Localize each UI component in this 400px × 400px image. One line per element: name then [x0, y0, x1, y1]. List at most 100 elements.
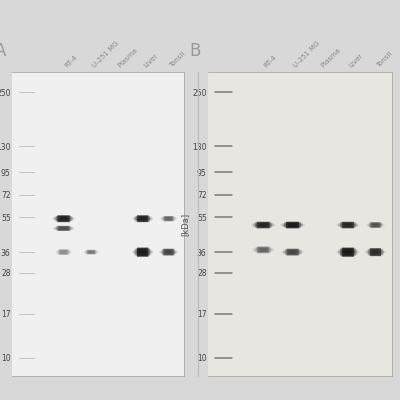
FancyBboxPatch shape	[283, 250, 302, 254]
FancyBboxPatch shape	[83, 252, 99, 253]
Text: Plasma: Plasma	[117, 47, 139, 69]
FancyBboxPatch shape	[368, 249, 382, 255]
FancyBboxPatch shape	[138, 248, 147, 256]
FancyBboxPatch shape	[282, 223, 303, 227]
FancyBboxPatch shape	[370, 222, 380, 228]
FancyBboxPatch shape	[286, 222, 299, 228]
FancyBboxPatch shape	[337, 224, 359, 226]
FancyBboxPatch shape	[88, 250, 94, 254]
FancyBboxPatch shape	[165, 216, 172, 221]
FancyBboxPatch shape	[286, 249, 299, 256]
FancyBboxPatch shape	[252, 249, 274, 251]
FancyBboxPatch shape	[136, 216, 150, 222]
FancyBboxPatch shape	[140, 250, 145, 255]
FancyBboxPatch shape	[344, 222, 352, 228]
FancyBboxPatch shape	[255, 222, 272, 228]
FancyBboxPatch shape	[55, 251, 72, 253]
FancyBboxPatch shape	[342, 248, 354, 257]
FancyBboxPatch shape	[132, 218, 153, 220]
FancyBboxPatch shape	[87, 250, 95, 254]
Text: RT-4: RT-4	[64, 54, 78, 69]
FancyBboxPatch shape	[342, 222, 354, 228]
FancyBboxPatch shape	[290, 250, 295, 254]
FancyBboxPatch shape	[61, 227, 66, 230]
FancyBboxPatch shape	[166, 250, 171, 254]
FancyBboxPatch shape	[367, 250, 384, 254]
Text: Tonsil: Tonsil	[168, 51, 186, 69]
FancyBboxPatch shape	[260, 223, 266, 227]
FancyBboxPatch shape	[163, 249, 174, 256]
FancyBboxPatch shape	[366, 224, 385, 226]
FancyBboxPatch shape	[54, 227, 73, 230]
FancyBboxPatch shape	[61, 217, 66, 220]
FancyBboxPatch shape	[160, 218, 177, 219]
Text: Liver: Liver	[348, 53, 364, 69]
FancyBboxPatch shape	[60, 250, 67, 254]
FancyBboxPatch shape	[137, 248, 148, 257]
FancyBboxPatch shape	[290, 223, 296, 227]
FancyBboxPatch shape	[52, 218, 75, 220]
FancyBboxPatch shape	[251, 224, 275, 226]
FancyBboxPatch shape	[59, 216, 68, 222]
FancyBboxPatch shape	[160, 250, 176, 254]
FancyBboxPatch shape	[165, 249, 172, 255]
FancyBboxPatch shape	[345, 223, 350, 227]
FancyBboxPatch shape	[284, 222, 301, 228]
FancyBboxPatch shape	[338, 250, 357, 255]
FancyBboxPatch shape	[281, 224, 305, 226]
FancyBboxPatch shape	[62, 250, 66, 254]
Text: B: B	[190, 42, 201, 60]
FancyBboxPatch shape	[288, 222, 298, 228]
FancyBboxPatch shape	[257, 246, 269, 253]
FancyBboxPatch shape	[256, 247, 271, 252]
Text: Plasma: Plasma	[320, 47, 342, 69]
FancyBboxPatch shape	[254, 248, 272, 252]
FancyBboxPatch shape	[86, 250, 96, 254]
FancyBboxPatch shape	[253, 223, 273, 227]
FancyBboxPatch shape	[257, 222, 270, 228]
FancyBboxPatch shape	[371, 249, 380, 255]
FancyBboxPatch shape	[345, 250, 350, 255]
Text: RT-4: RT-4	[263, 54, 278, 69]
FancyBboxPatch shape	[56, 216, 72, 222]
FancyBboxPatch shape	[373, 250, 378, 254]
FancyBboxPatch shape	[340, 248, 356, 256]
Text: Liver: Liver	[143, 53, 159, 69]
FancyBboxPatch shape	[344, 248, 352, 256]
FancyBboxPatch shape	[58, 226, 70, 231]
FancyBboxPatch shape	[159, 251, 178, 253]
FancyBboxPatch shape	[260, 248, 266, 252]
FancyBboxPatch shape	[132, 251, 153, 253]
FancyBboxPatch shape	[288, 249, 297, 255]
FancyBboxPatch shape	[138, 216, 147, 222]
FancyBboxPatch shape	[56, 250, 71, 254]
FancyBboxPatch shape	[365, 251, 386, 253]
FancyBboxPatch shape	[370, 248, 381, 256]
FancyBboxPatch shape	[137, 215, 148, 222]
Text: U-251 MG: U-251 MG	[91, 40, 120, 69]
FancyBboxPatch shape	[338, 223, 357, 227]
FancyBboxPatch shape	[56, 226, 72, 230]
FancyBboxPatch shape	[340, 222, 356, 228]
FancyBboxPatch shape	[259, 247, 268, 252]
FancyBboxPatch shape	[134, 217, 152, 220]
FancyBboxPatch shape	[258, 222, 268, 228]
FancyBboxPatch shape	[54, 217, 73, 220]
FancyBboxPatch shape	[285, 249, 300, 255]
FancyBboxPatch shape	[134, 250, 152, 255]
FancyBboxPatch shape	[162, 216, 174, 221]
FancyBboxPatch shape	[166, 217, 171, 220]
FancyBboxPatch shape	[337, 251, 359, 253]
FancyBboxPatch shape	[368, 224, 383, 226]
Y-axis label: [kDa]: [kDa]	[180, 212, 189, 236]
FancyBboxPatch shape	[58, 215, 70, 222]
FancyBboxPatch shape	[58, 250, 70, 254]
FancyBboxPatch shape	[162, 249, 175, 255]
FancyBboxPatch shape	[89, 251, 93, 253]
FancyBboxPatch shape	[140, 217, 145, 220]
FancyBboxPatch shape	[136, 248, 150, 256]
FancyBboxPatch shape	[369, 223, 382, 227]
FancyBboxPatch shape	[84, 251, 98, 253]
Text: Tonsil: Tonsil	[376, 51, 393, 69]
FancyBboxPatch shape	[164, 216, 173, 221]
